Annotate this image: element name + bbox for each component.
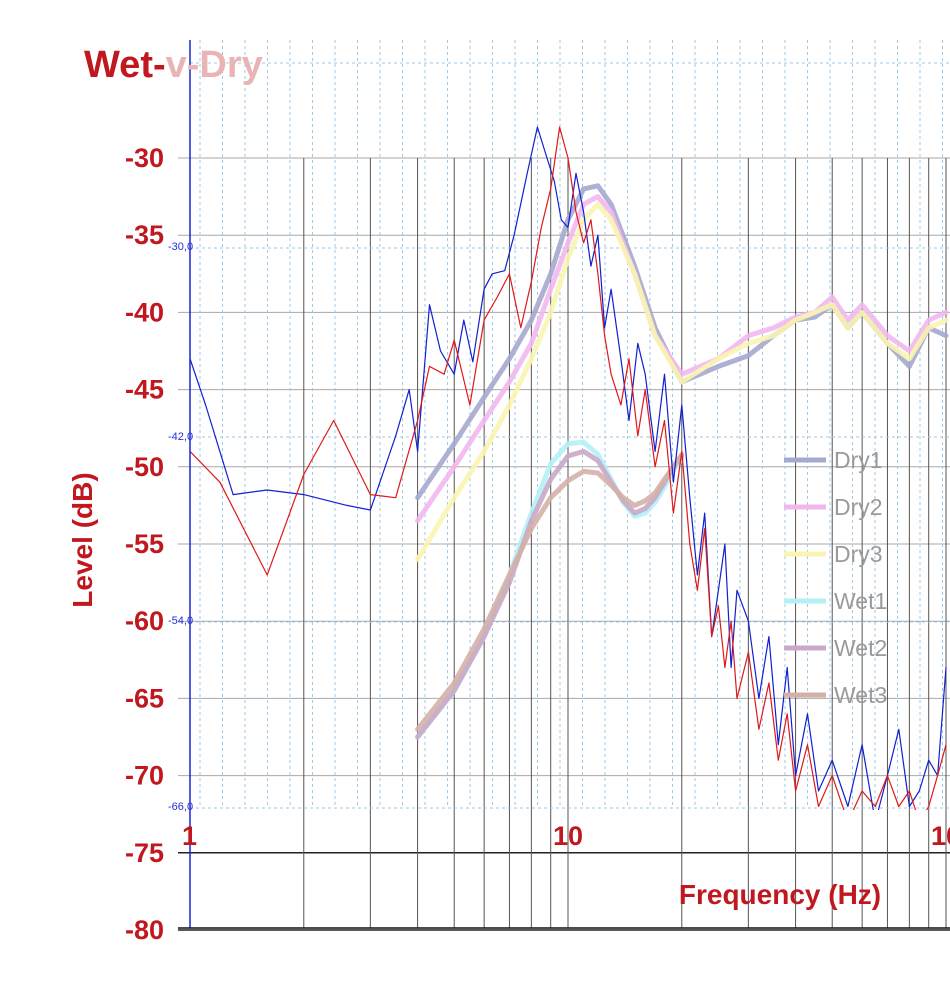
- series-line-dry2: [415, 194, 949, 524]
- legend-label-wet1: Wet1: [834, 588, 887, 614]
- x-tick-label: 10: [553, 821, 583, 851]
- legend-label-dry1: Dry1: [834, 447, 883, 473]
- y-tick-label: -30: [125, 143, 164, 173]
- series-line-raw-6: [190, 126, 947, 810]
- chart-title: Wet-v-Dry: [84, 44, 263, 86]
- series-layer: [190, 126, 949, 810]
- y-tick-label: -45: [125, 375, 164, 405]
- y-tick-label: -80: [125, 915, 164, 945]
- y-tick-label: -60: [125, 606, 164, 636]
- series-line-dry3: [415, 201, 949, 562]
- secondary-y-tick-label: -66,0: [168, 801, 193, 813]
- y-tick-label: -50: [125, 452, 164, 482]
- x-tick-label: 10: [931, 821, 950, 851]
- secondary-y-tick-label: -42,0: [168, 431, 193, 443]
- legend-label-wet3: Wet3: [834, 682, 887, 708]
- y-tick-label: -35: [125, 220, 164, 250]
- legend-label-dry2: Dry2: [834, 494, 883, 520]
- y-tick-label: -70: [125, 761, 164, 791]
- chart-title-part1: Wet-: [84, 44, 166, 86]
- secondary-y-tick-label: -54,0: [168, 615, 193, 627]
- series-line-wet3: [415, 451, 685, 732]
- x-tick-label: 1: [182, 821, 197, 851]
- y-axis-label: Level (dB): [67, 472, 98, 607]
- y-tick-label: -55: [125, 529, 164, 559]
- series-line-raw-7: [190, 126, 947, 810]
- axes: -30 -35 -40 -45 -50 -55 -60 -65 -70 -75 -80 -30,0 -4…: [125, 40, 950, 945]
- legend-label-dry3: Dry3: [834, 541, 883, 567]
- chart-title-part2: v-Dry: [166, 44, 263, 86]
- x-axis-label: Frequency (Hz): [679, 879, 881, 910]
- legend-label-wet2: Wet2: [834, 635, 887, 661]
- secondary-y-tick-label: -30,0: [168, 241, 193, 253]
- y-tick-label: -65: [125, 683, 164, 713]
- y-tick-label: -75: [125, 838, 164, 868]
- y-tick-label: -40: [125, 297, 164, 327]
- legend: Dry1 Dry2 Dry3 Wet1 Wet2 Wet3: [784, 447, 887, 708]
